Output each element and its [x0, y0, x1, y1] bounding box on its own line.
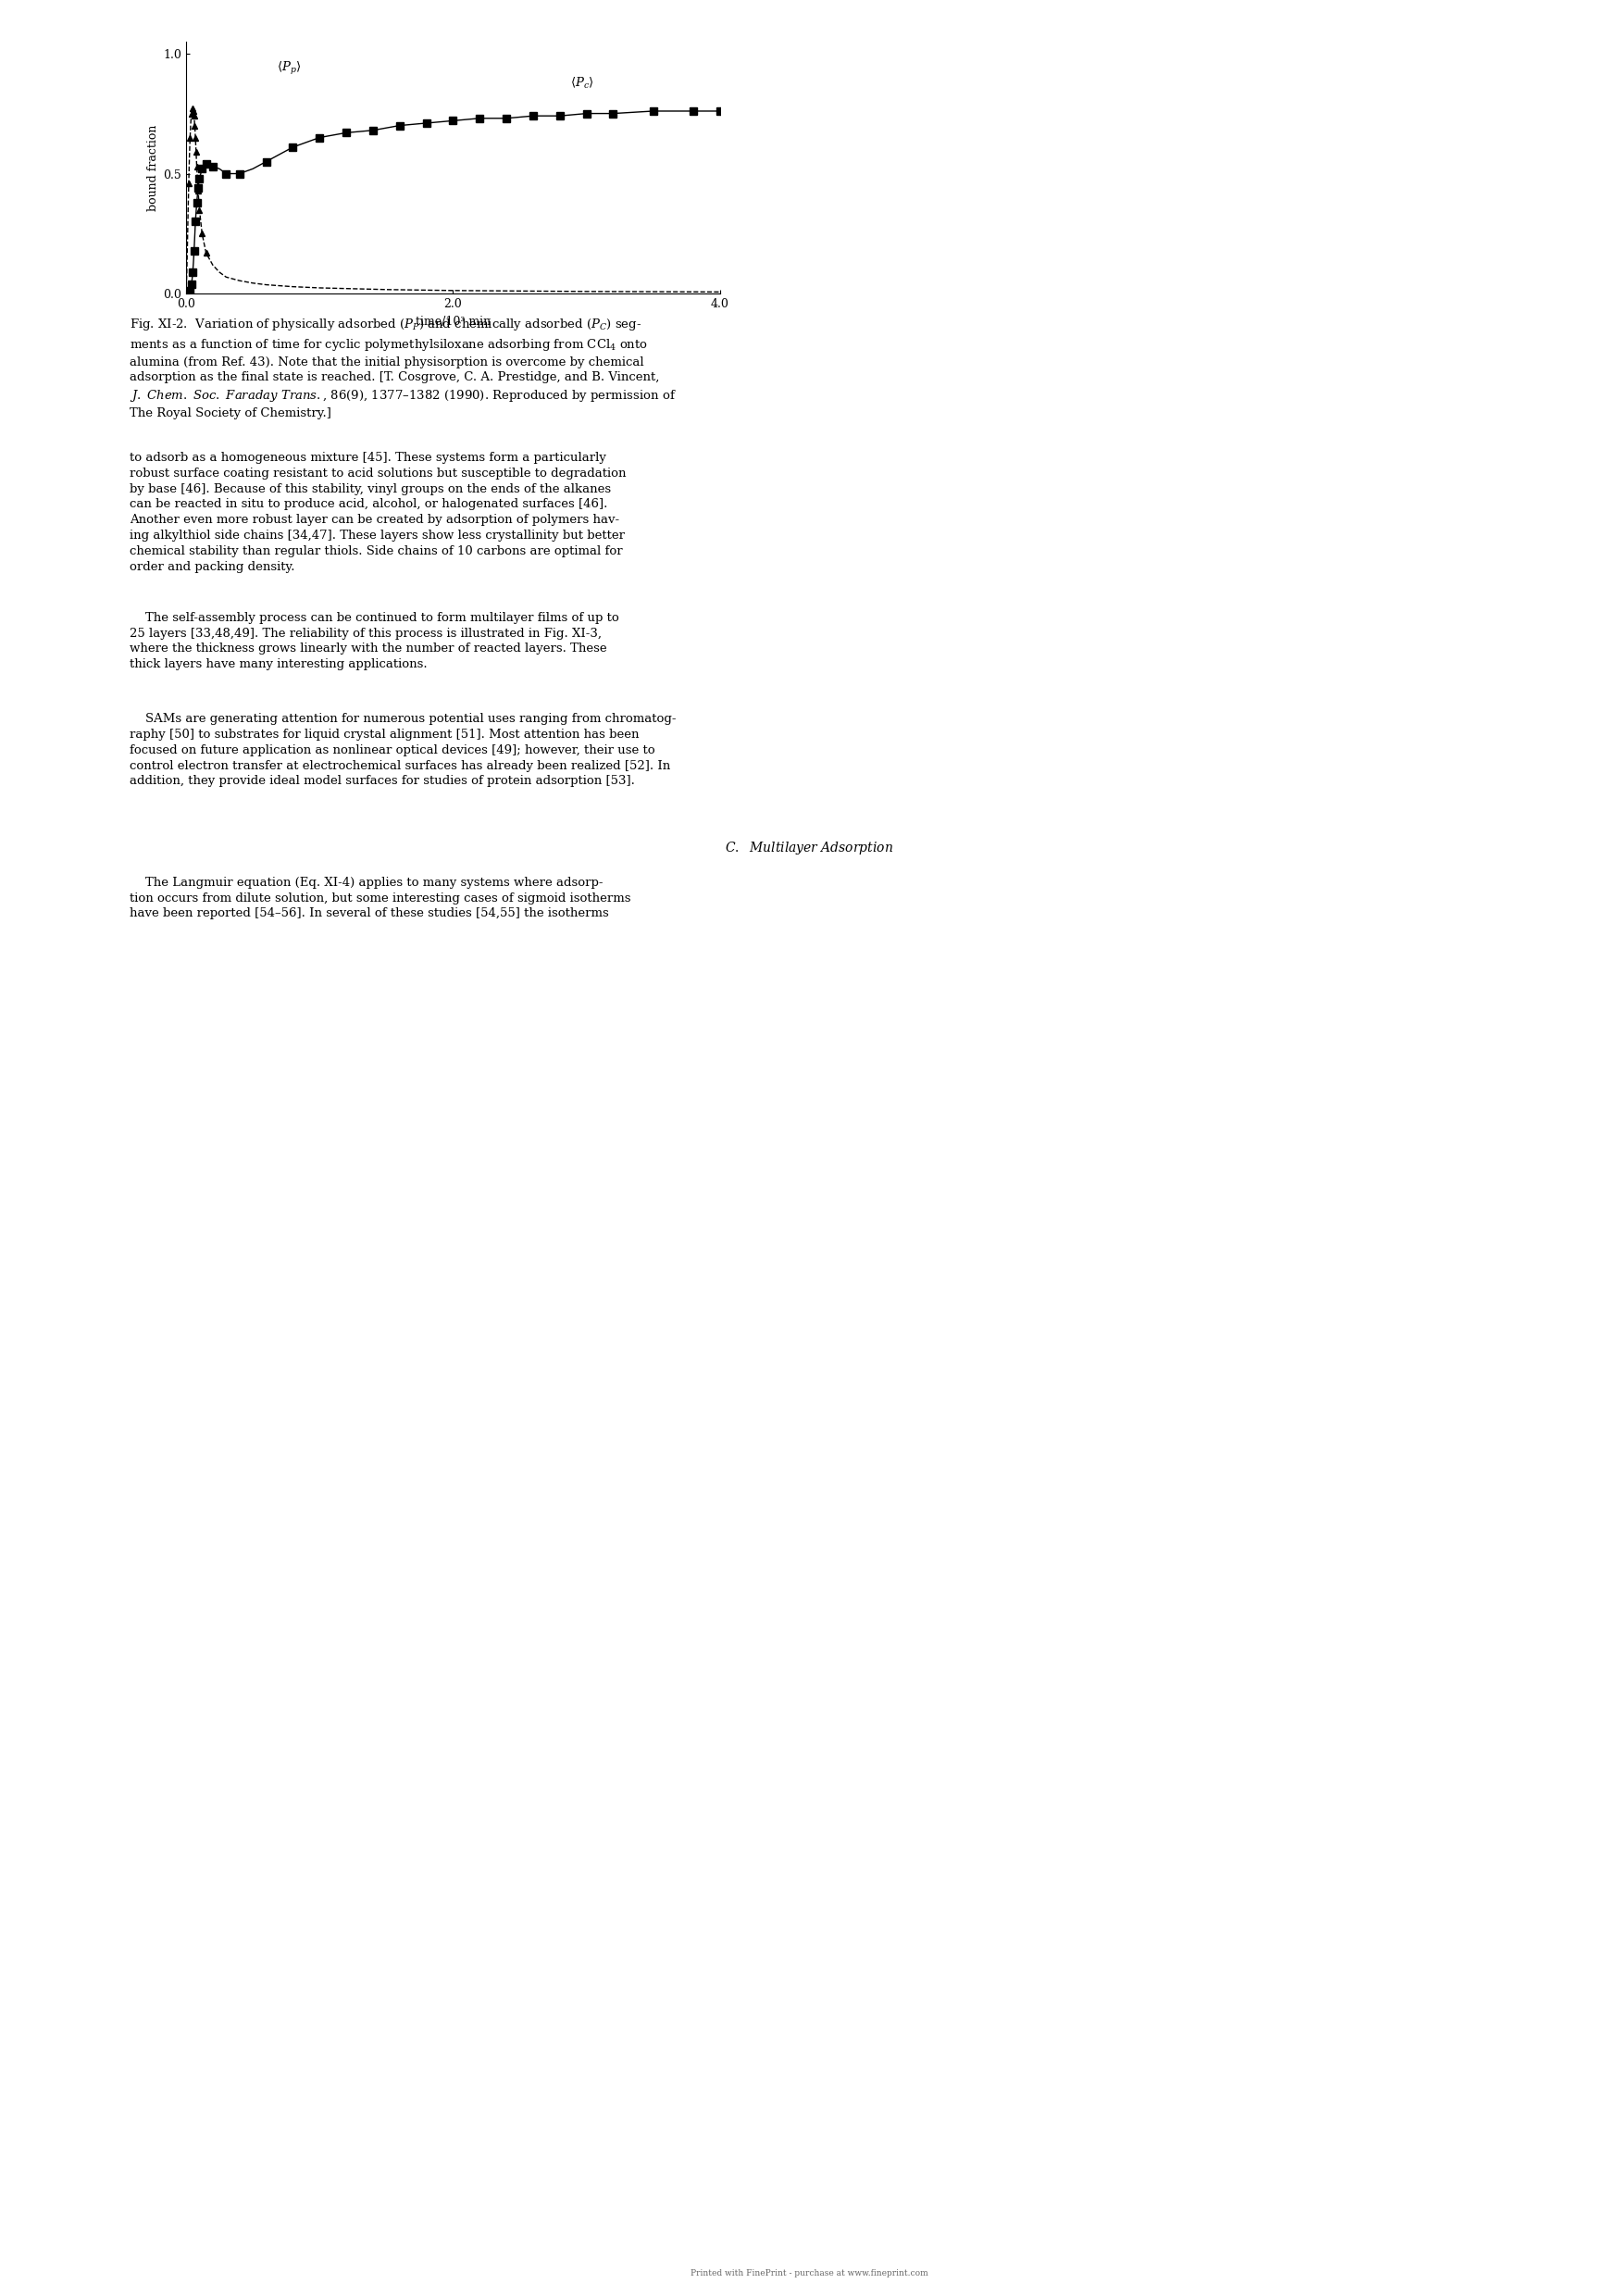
- X-axis label: time/10³ min: time/10³ min: [416, 315, 490, 328]
- Text: Fig. XI-2.  Variation of physically adsorbed ($P_P$) and chemically adsorbed ($P: Fig. XI-2. Variation of physically adsor…: [129, 317, 676, 420]
- Y-axis label: bound fraction: bound fraction: [147, 124, 159, 211]
- Text: Printed with FinePrint - purchase at www.fineprint.com: Printed with FinePrint - purchase at www…: [691, 2268, 927, 2278]
- Text: $\langle P_c \rangle$: $\langle P_c \rangle$: [571, 76, 594, 90]
- Text: SAMs are generating attention for numerous potential uses ranging from chromatog: SAMs are generating attention for numero…: [129, 714, 676, 788]
- Text: The Langmuir equation (Eq. XI-4) applies to many systems where adsorp-
tion occu: The Langmuir equation (Eq. XI-4) applies…: [129, 877, 631, 921]
- Text: $\langle P_p \rangle$: $\langle P_p \rangle$: [277, 60, 301, 78]
- Text: The self-assembly process can be continued to form multilayer films of up to
25 : The self-assembly process can be continu…: [129, 611, 618, 670]
- Text: to adsorb as a homogeneous mixture [45]. These systems form a particularly
robus: to adsorb as a homogeneous mixture [45].…: [129, 452, 626, 572]
- Text: $C.$  $Multilayer\ Adsorption$: $C.$ $Multilayer\ Adsorption$: [725, 840, 893, 856]
